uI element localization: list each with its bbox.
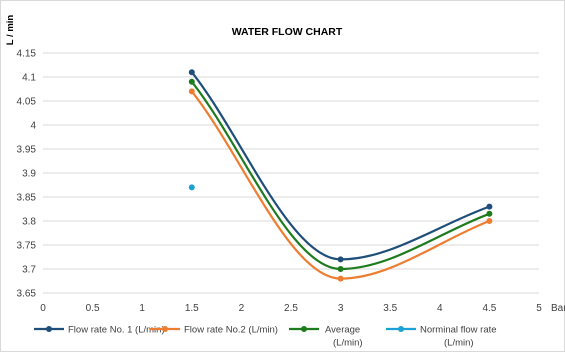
data-point-series-4 — [188, 184, 195, 191]
series-line-1 — [190, 71, 490, 261]
grid-layer — [43, 52, 539, 294]
y-tick-label: 3.65 — [17, 289, 37, 300]
y-tick-label: 3.9 — [22, 169, 36, 180]
chart-title: WATER FLOW CHART — [232, 26, 343, 38]
legend-marker-1 — [46, 326, 52, 332]
x-tick-label: 3 — [338, 303, 344, 314]
x-tick-label: 4 — [437, 303, 443, 314]
legend-label-2: Flow rate No.2 (L/min) — [184, 325, 278, 336]
legend-label-1: Flow rate No. 1 (L/min) — [68, 325, 165, 336]
x-tick-label: 0 — [40, 303, 46, 314]
series-line-3 — [190, 81, 490, 271]
series-layer — [188, 69, 493, 282]
data-point-series-3 — [188, 78, 195, 85]
legend-label-3: Average (L/min) — [325, 325, 363, 349]
y-tick-label: 4.1 — [22, 73, 36, 84]
data-point-series-1 — [486, 203, 493, 210]
x-tick-label: 1 — [139, 303, 145, 314]
legend-marker-4 — [398, 326, 404, 332]
y-tick-label: 3.8 — [22, 217, 36, 228]
y-tick-label: 4.15 — [17, 49, 37, 60]
legend-marker-3 — [301, 326, 307, 332]
series-line-2 — [190, 90, 490, 280]
data-point-series-2 — [486, 218, 493, 224]
data-point-series-3 — [486, 210, 493, 217]
y-tick-label: 3.95 — [17, 145, 37, 156]
data-point-series-3 — [337, 266, 344, 272]
y-tick-label: 3.7 — [22, 265, 36, 276]
x-tick-label: 5 — [536, 303, 542, 314]
tick-layer: 4.15 4.1 4.05 4 3.95 3.9 3.85 3.8 3.75 3.7 3.650 0.… — [17, 49, 543, 315]
x-tick-label: 1.5 — [185, 303, 199, 314]
legend-label-4: Norminal flow rate (L/min) — [420, 325, 497, 349]
y-axis-unit-label: L / min — [5, 15, 16, 46]
legend: Flow rate No. 1 (L/min) Flow rate No.2 (L… — [34, 325, 497, 349]
x-tick-label: 4.5 — [482, 303, 496, 314]
y-tick-label: 4.05 — [17, 97, 37, 108]
legend-marker-2 — [162, 326, 168, 332]
x-tick-label: 3.5 — [383, 303, 397, 314]
y-tick-label: 4 — [30, 121, 36, 132]
data-point-series-2 — [337, 275, 344, 282]
x-axis-unit-label: Bar — [551, 303, 565, 314]
x-tick-label: 0.5 — [86, 303, 100, 314]
data-point-series-1 — [337, 256, 344, 263]
data-point-series-1 — [188, 69, 195, 76]
y-tick-label: 3.75 — [17, 241, 37, 252]
y-tick-label: 3.85 — [17, 193, 37, 204]
data-point-series-2 — [188, 88, 195, 95]
x-tick-label: 2.5 — [284, 303, 298, 314]
x-tick-label: 2 — [239, 303, 245, 314]
